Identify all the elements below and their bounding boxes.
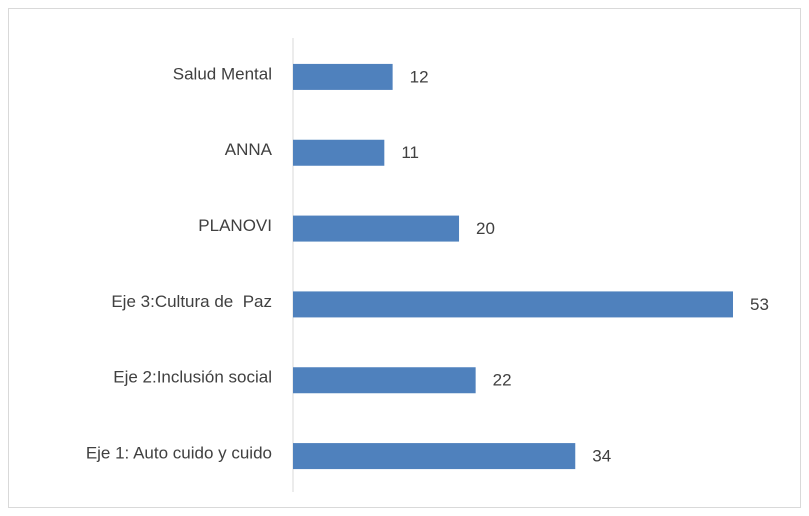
data-label: 20: [476, 219, 495, 238]
category-label: Eje 3:Cultura de Paz: [111, 292, 272, 311]
category-label: Salud Mental: [173, 64, 272, 83]
bar: [293, 139, 385, 166]
data-label: 53: [750, 295, 769, 314]
data-label: 34: [592, 447, 611, 466]
category-label: Eje 2:Inclusión social: [113, 368, 272, 387]
bar: [293, 215, 460, 242]
chart-frame: [8, 8, 801, 508]
category-label: Eje 1: Auto cuido y cuido: [86, 444, 272, 463]
bar: [293, 63, 393, 90]
data-label: 12: [410, 67, 429, 86]
data-label: 22: [493, 371, 512, 390]
bar: [293, 291, 733, 318]
category-label: PLANOVI: [198, 216, 272, 235]
bar: [293, 443, 576, 470]
bar: [293, 367, 476, 394]
category-label: ANNA: [225, 140, 273, 159]
data-label: 11: [401, 143, 419, 162]
